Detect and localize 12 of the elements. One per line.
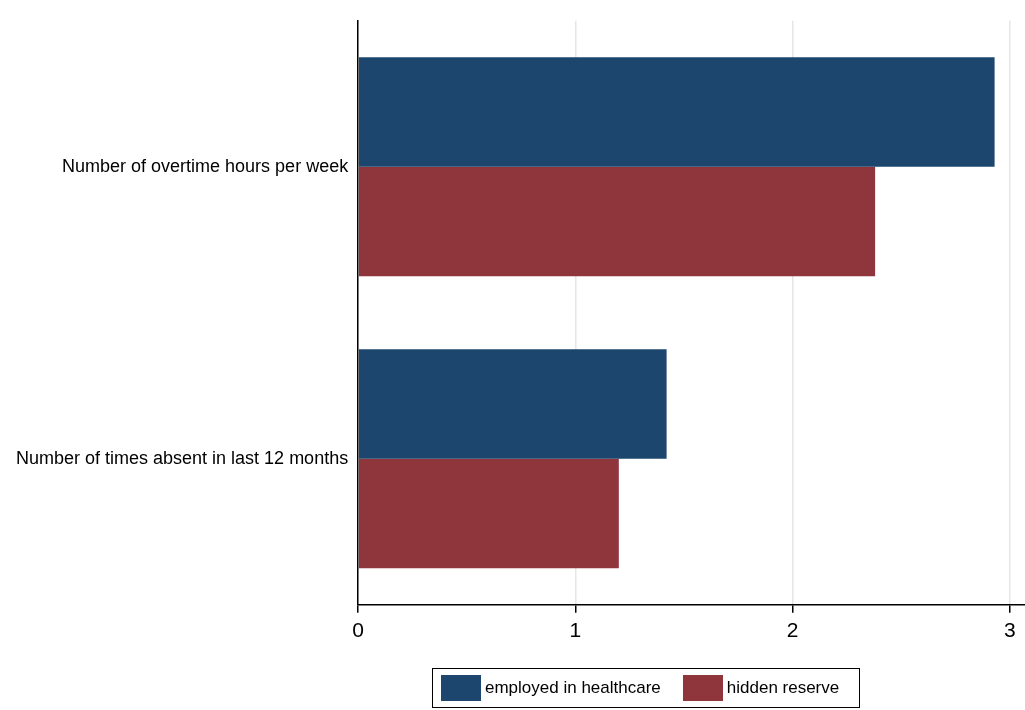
x-tick-label: 2	[786, 618, 799, 642]
bar	[358, 57, 995, 167]
legend-label: hidden reserve	[726, 678, 840, 698]
bar	[358, 458, 619, 569]
x-tick-label: 3	[1003, 618, 1016, 642]
y-tick-label: Number of times absent in last 12 months	[16, 447, 349, 468]
x-tick-label: 0	[352, 618, 364, 642]
y-tick-label: Number of overtime hours per week	[62, 155, 350, 176]
bar	[358, 166, 876, 277]
bar	[358, 349, 667, 459]
x-tick-label: 1	[569, 618, 582, 642]
legend-label: employed in healthcare	[485, 678, 661, 698]
